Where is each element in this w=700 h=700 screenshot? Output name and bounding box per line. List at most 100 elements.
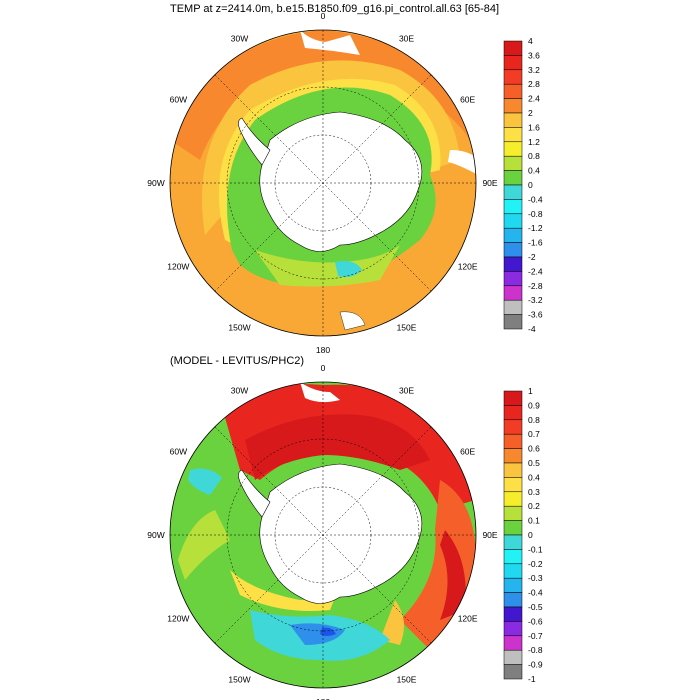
panel2-colorbar-label: 0.7 — [528, 429, 540, 439]
panel-1-lon-label: 150W — [228, 323, 250, 333]
panel2-colorbar-label: -0.7 — [528, 631, 543, 641]
panel1-colorbar-box — [503, 170, 523, 186]
panel-2-longitude-labels: 0 30E 60E 90E 120E 150E 180 150W 120W 90W 60W 30W — [147, 363, 498, 700]
panel2-colorbar-label: 0.6 — [528, 444, 540, 454]
panel1-colorbar-box — [503, 83, 523, 99]
panel2-colorbar-label: 0.8 — [528, 415, 540, 425]
panel2-colorbar-box — [503, 491, 523, 507]
panel-2-lon-label: 150W — [228, 675, 250, 685]
panel1-colorbar-box — [503, 256, 523, 272]
panel2-colorbar-label: 0.5 — [528, 458, 540, 468]
panel1-colorbar-label: 2 — [528, 108, 533, 118]
panel1-colorbar-box — [503, 155, 523, 171]
panel2-colorbar-label: -0.4 — [528, 588, 543, 598]
panel2-colorbar-label: -0.8 — [528, 645, 543, 655]
panel1-colorbar-box — [503, 271, 523, 287]
panel-2-lon-label: 90E — [482, 530, 497, 540]
panel1-colorbar-label: -2.8 — [528, 281, 543, 291]
panel1-colorbar-label: -3.2 — [528, 295, 543, 305]
panel1-colorbar-label: -0.8 — [528, 209, 543, 219]
panel2-colorbar-box — [503, 405, 523, 421]
panel1-colorbar-label: -2.4 — [528, 266, 543, 276]
panel2-colorbar-label: -1 — [528, 674, 536, 684]
panel1-colorbar-box — [503, 127, 523, 143]
panel2-colorbar-box — [503, 477, 523, 493]
panel1-colorbar-box — [503, 314, 523, 330]
panel2-colorbar-label: -0.5 — [528, 602, 543, 612]
panel1-colorbar-box — [503, 227, 523, 243]
panel-2-lon-label: 120W — [167, 614, 189, 624]
panel-1-lon-label: 30E — [399, 33, 414, 43]
panel-1-lon-label: 30W — [231, 33, 248, 43]
panel-2-map — [170, 382, 476, 688]
panel1-colorbar-box — [503, 199, 523, 215]
panel1-colorbar-label: 3.6 — [528, 50, 540, 60]
panel1-colorbar-label: 0.8 — [528, 151, 540, 161]
panel2-colorbar-label: -0.1 — [528, 544, 543, 554]
panel-1-lon-label: 90E — [482, 178, 497, 188]
panel2-colorbar-label: 0.4 — [528, 472, 540, 482]
panel-2-lon-label: 30W — [231, 385, 248, 395]
panel1-colorbar-label: -0.4 — [528, 194, 543, 204]
panel2-colorbar-box — [503, 419, 523, 435]
panel1-colorbar-box — [503, 242, 523, 258]
panel-1-lon-label: 0 — [321, 11, 326, 21]
panel-2-lon-label: 150E — [397, 675, 417, 685]
panel1-colorbar-box — [503, 141, 523, 157]
panel1-colorbar-box — [503, 40, 523, 56]
panel1-colorbar-box — [503, 69, 523, 85]
panel1-colorbar-label: -1.6 — [528, 238, 543, 248]
panel1-colorbar-label: 4 — [528, 36, 533, 46]
panel2-colorbar-label: -0.3 — [528, 573, 543, 583]
panel-2-lon-label: 90W — [147, 530, 164, 540]
panel1-colorbar-box — [503, 112, 523, 128]
panel-2-colorbar: 1 0.9 0.8 0.7 0.6 0.5 0.4 0.3 0.2 0.1 0 -0.1 -0.2 -0.… — [503, 386, 543, 684]
panel1-colorbar-box — [503, 98, 523, 114]
panel1-colorbar-box — [503, 55, 523, 71]
panel2-colorbar-box — [503, 448, 523, 464]
panel2-colorbar-box — [503, 635, 523, 651]
panel1-colorbar-box — [503, 299, 523, 315]
panel1-colorbar-box — [503, 184, 523, 200]
panel1-colorbar-box — [503, 285, 523, 301]
panel1-colorbar-label: -1.2 — [528, 223, 543, 233]
panel-1-lon-label: 120W — [167, 262, 189, 272]
panel2-colorbar-label: 1 — [528, 386, 533, 396]
panel-1-lon-label: 150E — [397, 323, 417, 333]
panel-2-lon-label: 60E — [460, 447, 475, 457]
panel2-colorbar-box — [503, 534, 523, 550]
panel2-colorbar-box — [503, 621, 523, 637]
panel2-colorbar-label: 0.2 — [528, 501, 540, 511]
panel2-colorbar-label: -0.9 — [528, 660, 543, 670]
panel1-colorbar-label: 2.8 — [528, 79, 540, 89]
panel2-colorbar-box — [503, 549, 523, 565]
panel-2-lon-label: 0 — [321, 363, 326, 373]
panel-1-lon-label: 180 — [316, 345, 330, 355]
panel-1-lon-label: 60E — [460, 95, 475, 105]
panel1-colorbar-label: 1.6 — [528, 122, 540, 132]
panel-2-lon-label: 180 — [316, 697, 330, 700]
panel1-colorbar-box — [503, 213, 523, 229]
panel2-colorbar-box — [503, 664, 523, 680]
panel-1-lon-label: 90W — [147, 178, 164, 188]
panel1-colorbar-label: -2 — [528, 252, 536, 262]
panel-1-lon-label: 60W — [170, 95, 187, 105]
panel-1-title: TEMP at z=2414.0m, b.e15.B1850.f09_g16.p… — [170, 3, 500, 15]
panel2-colorbar-box — [503, 606, 523, 622]
panel2-colorbar-box — [503, 563, 523, 579]
panel1-colorbar-label: 3.2 — [528, 65, 540, 75]
panel2-colorbar-box — [503, 577, 523, 593]
panel-2-title: (MODEL - LEVITUS/PHC2) — [170, 355, 305, 367]
panel2-colorbar-box — [503, 520, 523, 536]
panel2-colorbar-label: -0.6 — [528, 616, 543, 626]
panel1-colorbar-label: -4 — [528, 324, 536, 334]
panel2-colorbar-label: 0.3 — [528, 487, 540, 497]
panel-1-lon-label: 120E — [458, 262, 478, 272]
panel2-colorbar-label: 0 — [528, 530, 533, 540]
panel-1-map — [170, 30, 476, 336]
panel1-colorbar-label: 0.4 — [528, 166, 540, 176]
antarctica — [259, 111, 423, 252]
panel-1-longitude-labels: 0 30E 60E 90E 120E 150E 180 150W 120W 90W 60W 30W — [147, 11, 498, 355]
panel1-colorbar-label: 0 — [528, 180, 533, 190]
